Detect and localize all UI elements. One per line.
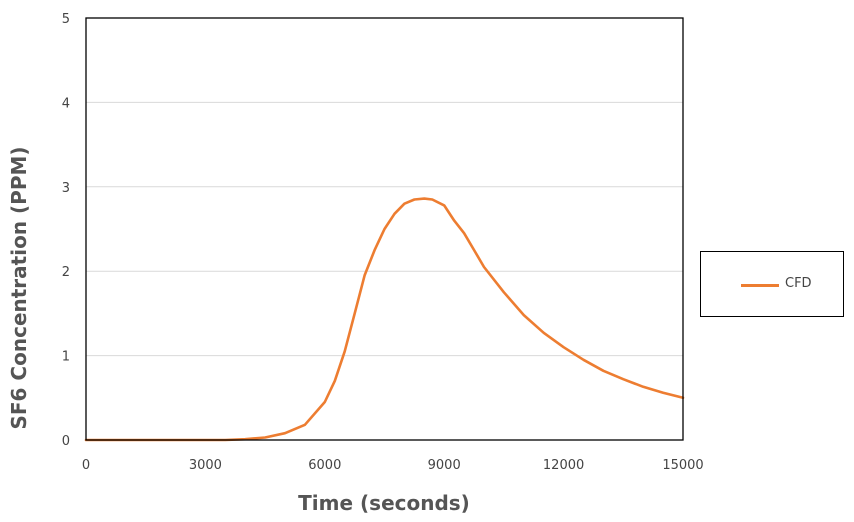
x-tick-label: 6000 [308,458,341,473]
x-tick-label: 12000 [543,458,584,473]
x-axis-title: Time (seconds) [298,491,470,515]
legend: CFD [700,251,844,317]
y-tick-label: 4 [62,96,70,111]
y-tick-label: 5 [62,12,70,27]
legend-label-cfd: CFD [785,276,812,291]
y-axis-title: SF6 Concentration (PPM) [7,146,31,429]
x-axis-ticks: 0 3000 6000 9000 12000 15000 [82,458,704,473]
legend-swatch-cfd [741,284,779,287]
y-tick-label: 2 [62,265,70,280]
x-tick-label: 15000 [662,458,703,473]
plot-area-border [85,17,684,441]
y-tick-label: 3 [62,181,70,196]
x-tick-label: 3000 [189,458,222,473]
y-tick-label: 1 [62,350,70,365]
series-layer [84,197,685,442]
y-axis-ticks: 0 1 2 3 4 5 [62,12,70,449]
x-tick-label: 9000 [428,458,461,473]
series-line-cfd [84,197,685,442]
x-tick-label: 0 [82,458,90,473]
y-tick-label: 0 [62,434,70,449]
grid-lines [86,101,683,357]
